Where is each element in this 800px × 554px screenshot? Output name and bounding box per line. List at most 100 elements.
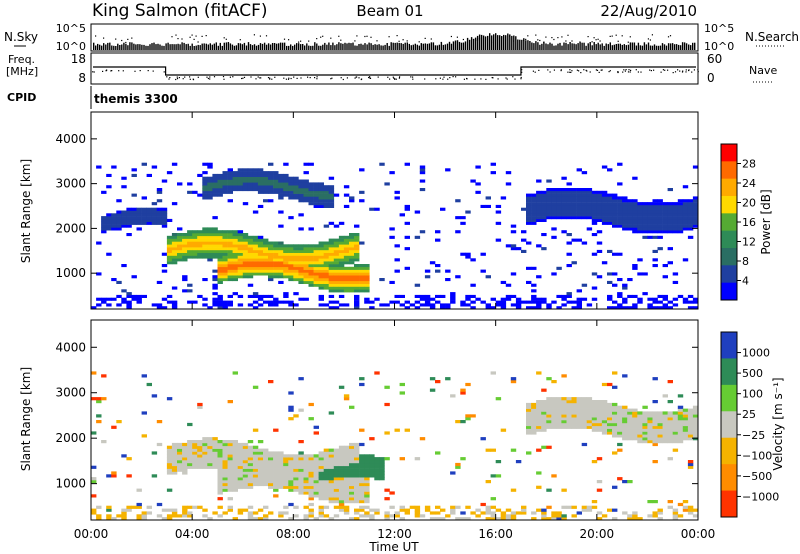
noise-sample	[123, 42, 125, 50]
range-cell	[429, 388, 436, 392]
range-cell	[303, 471, 309, 475]
range-cell	[359, 460, 365, 464]
nave-sample	[300, 77, 302, 79]
range-cell	[612, 385, 618, 389]
range-cell	[313, 471, 319, 475]
noise-search-sample	[565, 40, 567, 42]
range-cell	[677, 394, 684, 398]
range-cell	[657, 221, 663, 225]
range-cell	[257, 258, 264, 262]
range-cell	[318, 188, 324, 192]
noise-sample	[149, 44, 151, 50]
range-cell	[227, 445, 233, 449]
range-cell	[303, 266, 309, 270]
range-cell	[318, 261, 324, 265]
range-cell	[637, 230, 643, 234]
range-cell	[647, 306, 653, 310]
range-cell	[232, 445, 238, 449]
range-cell	[268, 190, 274, 194]
range-cell	[96, 397, 102, 401]
range-cell	[662, 428, 668, 432]
range-cell	[465, 255, 471, 259]
range-cell	[657, 235, 663, 239]
range-cell	[242, 272, 249, 276]
range-cell	[263, 185, 269, 189]
range-cell	[596, 207, 603, 211]
range-cell	[667, 505, 673, 509]
noise-trace	[93, 33, 696, 50]
range-cell	[632, 221, 638, 225]
range-cell	[435, 380, 441, 384]
range-cell	[328, 258, 335, 262]
range-cell	[222, 176, 228, 180]
range-cell	[227, 176, 233, 180]
range-cell	[617, 294, 623, 298]
range-cell	[308, 497, 314, 501]
range-cell	[257, 460, 264, 464]
range-cell	[338, 468, 345, 472]
range-cell	[232, 480, 238, 484]
range-cell	[561, 176, 567, 180]
range-cell	[182, 275, 188, 279]
colorbar-tick-label: 1000	[742, 347, 770, 360]
range-cell	[283, 176, 289, 180]
range-cell	[237, 261, 244, 265]
range-cell	[323, 448, 330, 452]
range-cell	[556, 193, 562, 197]
range-cell	[500, 306, 507, 310]
x-tick-label: 00:00	[74, 527, 109, 541]
range-cell	[343, 283, 350, 287]
range-cell	[359, 382, 365, 387]
range-cell	[682, 434, 689, 438]
range-cell	[632, 199, 638, 203]
range-cell	[354, 300, 360, 304]
noise-sample	[621, 44, 623, 50]
range-cell	[161, 224, 168, 228]
range-cell	[622, 428, 628, 432]
range-cell	[232, 448, 238, 452]
range-cell	[632, 224, 638, 228]
range-cell	[237, 442, 244, 447]
range-cell	[217, 505, 223, 509]
nave-sample	[681, 71, 684, 73]
noise-sample	[107, 42, 109, 50]
range-cell	[672, 508, 679, 512]
range-cell	[399, 508, 405, 512]
range-cell	[313, 480, 319, 484]
range-cell	[445, 269, 451, 273]
range-cell	[354, 286, 360, 290]
noise-sample	[625, 45, 627, 50]
range-cell	[566, 420, 572, 424]
range-cell	[313, 182, 319, 186]
range-cell	[546, 179, 552, 183]
noise-sample	[559, 42, 561, 50]
range-cell	[510, 303, 517, 307]
range-cell	[237, 448, 244, 452]
range-cell	[682, 202, 689, 206]
range-cell	[247, 252, 254, 256]
noise-sample	[173, 44, 175, 50]
range-cell	[349, 500, 355, 504]
range-cell	[182, 460, 188, 464]
range-cell	[257, 480, 264, 484]
range-cell	[404, 508, 410, 512]
range-cell	[642, 434, 648, 438]
range-cell	[197, 505, 203, 509]
range-cell	[642, 216, 648, 220]
noise-search-sample	[366, 35, 368, 37]
range-cell	[551, 474, 557, 478]
nave-sample	[410, 76, 412, 78]
range-cell	[692, 202, 699, 206]
range-cell	[657, 306, 663, 310]
range-cell	[586, 411, 593, 415]
range-cell	[662, 437, 668, 441]
range-cell	[369, 462, 375, 467]
range-cell	[354, 264, 360, 268]
range-cell	[338, 491, 345, 495]
nave-sample	[514, 78, 516, 80]
range-cell	[298, 252, 304, 256]
nave-sample	[505, 77, 507, 79]
range-cell	[323, 244, 330, 248]
nave-sample	[122, 70, 124, 72]
range-cell	[202, 465, 208, 469]
